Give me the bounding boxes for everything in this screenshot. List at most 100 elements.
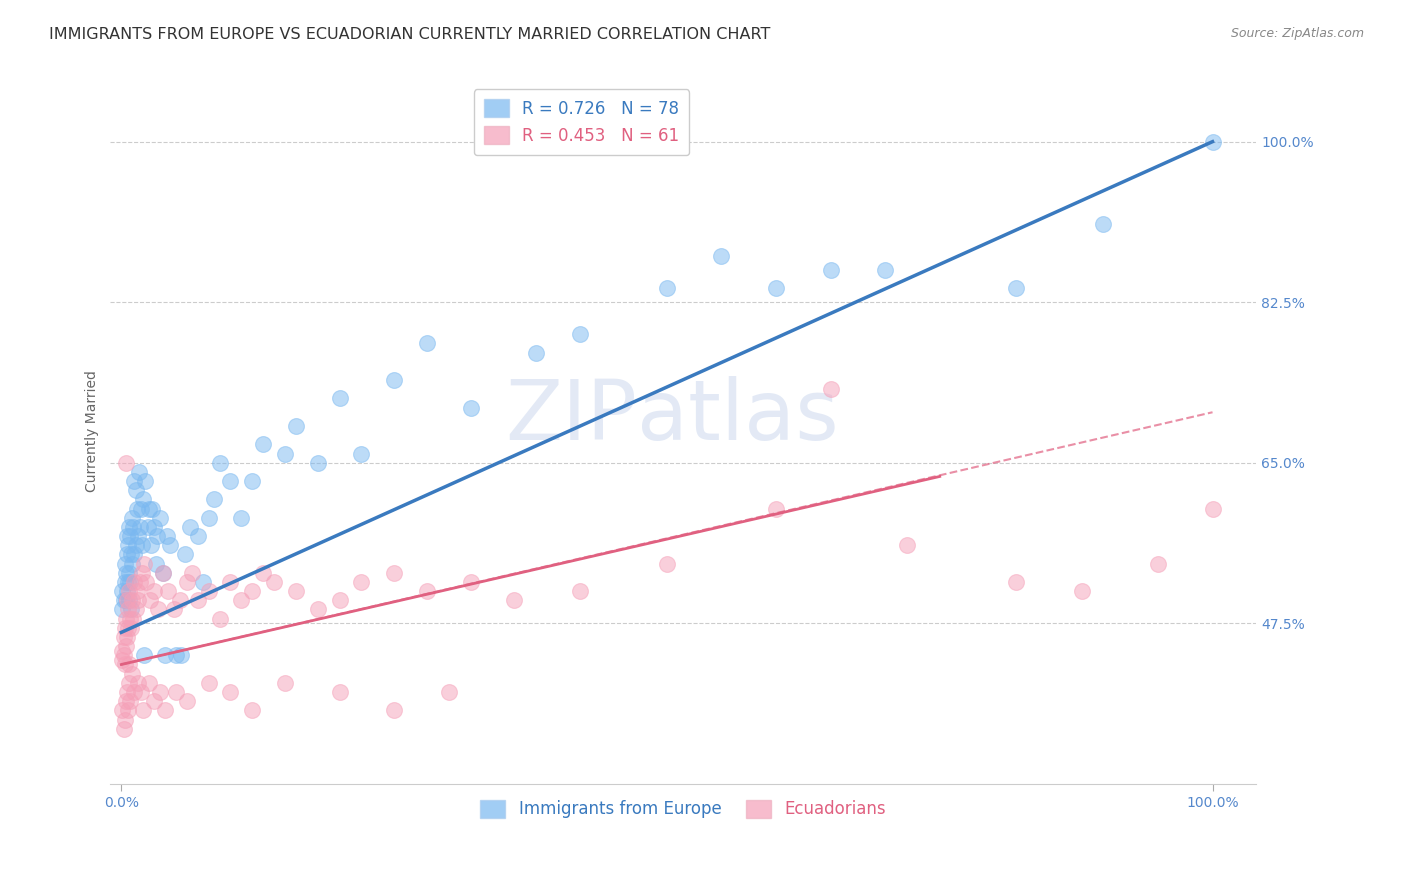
- Point: [114, 621, 136, 635]
- Point: [148, 685, 170, 699]
- Point: [114, 456, 136, 470]
- Point: [125, 501, 148, 516]
- Point: [163, 602, 186, 616]
- Point: [524, 345, 547, 359]
- Point: [240, 474, 263, 488]
- Point: [765, 501, 787, 516]
- Point: [117, 621, 139, 635]
- Point: [148, 510, 170, 524]
- Point: [118, 657, 141, 672]
- Point: [122, 612, 145, 626]
- Point: [138, 501, 160, 516]
- Point: [114, 566, 136, 580]
- Point: [131, 538, 153, 552]
- Point: [112, 630, 135, 644]
- Point: [124, 474, 146, 488]
- Point: [170, 648, 193, 663]
- Point: [169, 593, 191, 607]
- Point: [176, 694, 198, 708]
- Point: [135, 574, 157, 589]
- Point: [437, 685, 460, 699]
- Point: [111, 602, 134, 616]
- Point: [117, 574, 139, 589]
- Point: [143, 520, 166, 534]
- Point: [114, 593, 136, 607]
- Point: [112, 593, 135, 607]
- Point: [1005, 574, 1028, 589]
- Point: [165, 685, 187, 699]
- Point: [114, 694, 136, 708]
- Point: [124, 602, 146, 616]
- Point: [284, 419, 307, 434]
- Point: [460, 401, 482, 415]
- Point: [252, 566, 274, 580]
- Point: [159, 538, 181, 552]
- Point: [124, 548, 146, 562]
- Point: [129, 685, 152, 699]
- Point: [157, 584, 180, 599]
- Point: [176, 574, 198, 589]
- Point: [416, 336, 439, 351]
- Point: [274, 446, 297, 460]
- Legend: Immigrants from Europe, Ecuadorians: Immigrants from Europe, Ecuadorians: [474, 793, 893, 825]
- Point: [284, 584, 307, 599]
- Point: [240, 584, 263, 599]
- Point: [120, 548, 142, 562]
- Point: [127, 529, 149, 543]
- Point: [875, 263, 897, 277]
- Point: [111, 584, 134, 599]
- Point: [111, 644, 134, 658]
- Text: IMMIGRANTS FROM EUROPE VS ECUADORIAN CURRENTLY MARRIED CORRELATION CHART: IMMIGRANTS FROM EUROPE VS ECUADORIAN CUR…: [49, 27, 770, 42]
- Point: [127, 676, 149, 690]
- Point: [1201, 135, 1223, 149]
- Point: [503, 593, 526, 607]
- Point: [219, 474, 242, 488]
- Point: [114, 574, 136, 589]
- Point: [187, 593, 209, 607]
- Point: [134, 648, 156, 663]
- Point: [114, 657, 136, 672]
- Point: [118, 584, 141, 599]
- Point: [124, 538, 146, 552]
- Point: [124, 574, 146, 589]
- Point: [138, 593, 160, 607]
- Point: [252, 437, 274, 451]
- Point: [208, 456, 231, 470]
- Point: [121, 666, 143, 681]
- Point: [1070, 584, 1092, 599]
- Point: [165, 648, 187, 663]
- Text: atlas: atlas: [637, 376, 839, 457]
- Point: [197, 584, 219, 599]
- Point: [231, 510, 253, 524]
- Point: [134, 557, 156, 571]
- Point: [307, 456, 329, 470]
- Point: [118, 566, 141, 580]
- Point: [153, 703, 176, 717]
- Point: [115, 593, 138, 607]
- Point: [118, 520, 141, 534]
- Point: [181, 566, 204, 580]
- Point: [117, 602, 139, 616]
- Point: [128, 465, 150, 479]
- Point: [124, 685, 146, 699]
- Point: [114, 639, 136, 653]
- Point: [460, 574, 482, 589]
- Point: [143, 584, 166, 599]
- Point: [382, 703, 405, 717]
- Point: [152, 566, 174, 580]
- Point: [136, 520, 159, 534]
- Point: [111, 703, 134, 717]
- Point: [118, 593, 141, 607]
- Point: [219, 685, 242, 699]
- Point: [118, 574, 141, 589]
- Point: [112, 648, 135, 663]
- Point: [820, 263, 842, 277]
- Point: [655, 281, 678, 295]
- Point: [111, 653, 134, 667]
- Point: [765, 281, 787, 295]
- Point: [115, 584, 138, 599]
- Point: [896, 538, 918, 552]
- Point: [118, 676, 141, 690]
- Point: [153, 648, 176, 663]
- Point: [1092, 217, 1115, 231]
